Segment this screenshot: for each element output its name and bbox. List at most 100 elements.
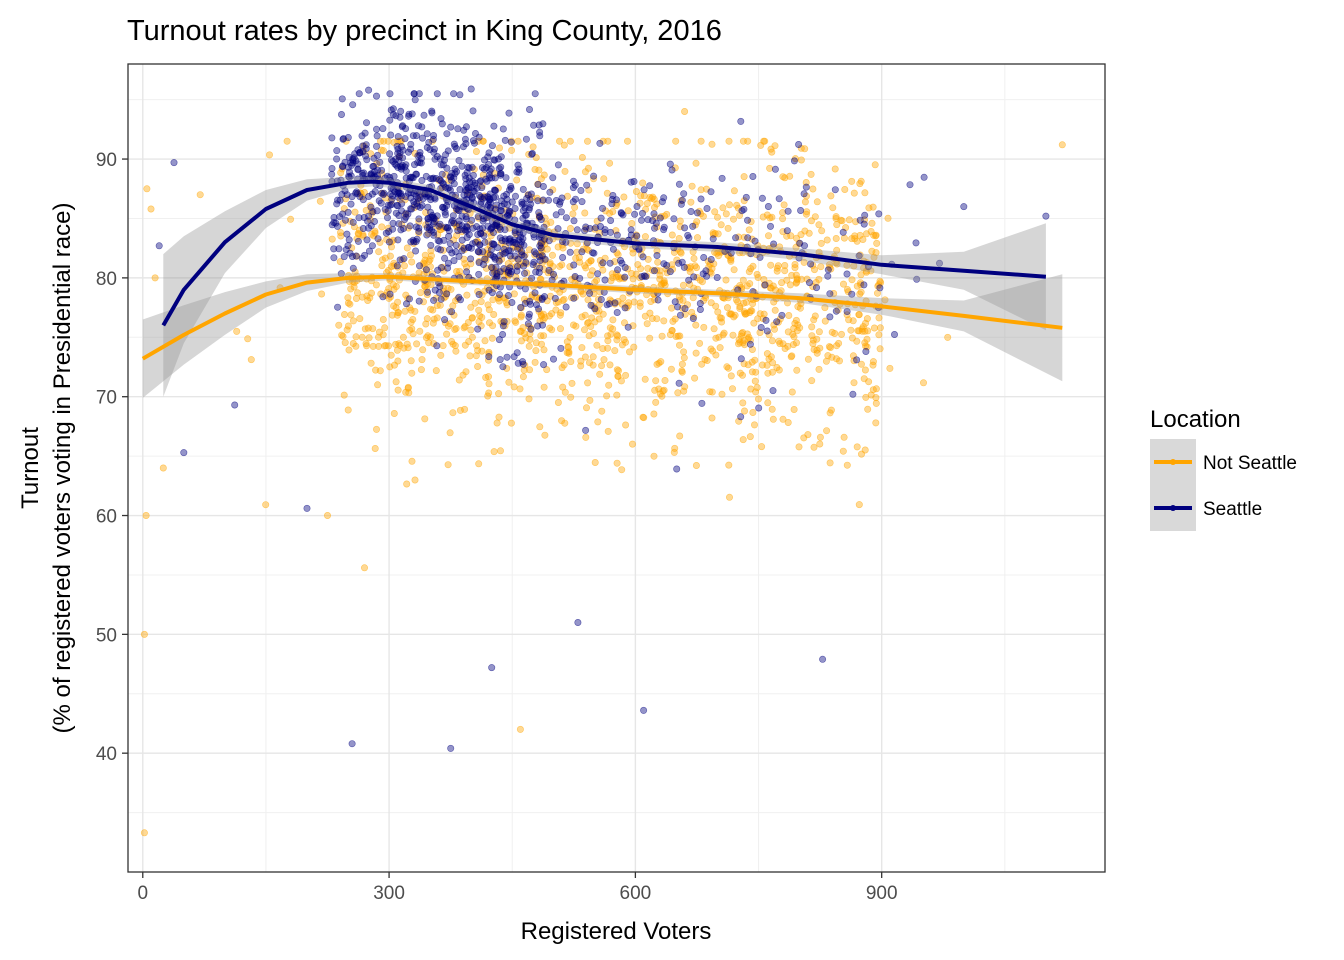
point-not-seattle — [582, 264, 590, 272]
point-seattle — [414, 195, 422, 203]
point-seattle — [518, 198, 526, 206]
point-not-seattle — [489, 296, 497, 304]
point-not-seattle — [356, 315, 364, 323]
point-seattle — [389, 111, 397, 119]
point-seattle — [562, 303, 570, 311]
point-not-seattle — [411, 307, 419, 315]
point-seattle — [538, 295, 546, 303]
point-not-seattle — [919, 379, 927, 387]
point-not-seattle — [822, 357, 830, 365]
point-not-seattle — [718, 390, 726, 398]
point-seattle — [501, 226, 509, 234]
point-seattle — [530, 258, 538, 266]
point-not-seattle — [613, 391, 621, 399]
point-seattle — [389, 105, 397, 113]
point-seattle — [685, 276, 693, 284]
point-not-seattle — [393, 311, 401, 319]
point-not-seattle — [360, 189, 368, 197]
point-not-seattle — [804, 431, 812, 439]
point-not-seattle — [418, 356, 426, 364]
point-seattle — [654, 296, 662, 304]
point-seattle — [410, 90, 418, 98]
point-seattle — [675, 180, 683, 188]
point-seattle — [762, 316, 770, 324]
point-seattle — [474, 231, 482, 239]
point-seattle — [862, 347, 870, 355]
point-not-seattle — [425, 257, 433, 265]
point-not-seattle — [399, 333, 407, 341]
point-not-seattle — [713, 249, 721, 257]
point-not-seattle — [516, 725, 524, 733]
point-seattle — [758, 194, 766, 202]
point-seattle — [520, 241, 528, 249]
point-not-seattle — [744, 361, 752, 369]
point-not-seattle — [637, 265, 645, 273]
point-not-seattle — [821, 317, 829, 325]
point-seattle — [749, 173, 757, 181]
point-not-seattle — [861, 189, 869, 197]
point-not-seattle — [680, 354, 688, 362]
point-seattle — [652, 219, 660, 227]
point-seattle — [528, 150, 536, 158]
point-not-seattle — [598, 407, 606, 415]
point-not-seattle — [712, 351, 720, 359]
point-not-seattle — [600, 356, 608, 364]
point-not-seattle — [484, 238, 492, 246]
point-not-seattle — [722, 276, 730, 284]
point-seattle — [339, 135, 347, 143]
point-seattle — [613, 308, 621, 316]
point-seattle — [488, 664, 496, 672]
point-not-seattle — [348, 244, 356, 252]
point-not-seattle — [701, 355, 709, 363]
point-seattle — [415, 90, 423, 98]
point-not-seattle — [676, 223, 684, 231]
point-not-seattle — [620, 193, 628, 201]
point-seattle — [345, 236, 353, 244]
point-seattle — [577, 187, 585, 195]
point-seattle — [526, 196, 534, 204]
point-not-seattle — [696, 339, 704, 347]
point-seattle — [663, 261, 671, 269]
point-seattle — [441, 254, 449, 262]
point-not-seattle — [857, 288, 865, 296]
point-seattle — [382, 229, 390, 237]
point-not-seattle — [869, 203, 877, 211]
point-not-seattle — [529, 143, 537, 151]
point-seattle — [609, 245, 617, 253]
point-not-seattle — [809, 340, 817, 348]
y-axis-title: Turnout — [17, 427, 44, 509]
point-not-seattle — [510, 383, 518, 391]
point-seattle — [535, 209, 543, 217]
point-seattle — [458, 162, 466, 170]
point-not-seattle — [567, 393, 575, 401]
point-not-seattle — [569, 210, 577, 218]
point-not-seattle — [554, 243, 562, 251]
point-seattle — [376, 158, 384, 166]
point-seattle — [488, 240, 496, 248]
point-not-seattle — [856, 231, 864, 239]
point-seattle — [450, 90, 458, 98]
point-not-seattle — [443, 330, 451, 338]
point-not-seattle — [816, 440, 824, 448]
point-not-seattle — [526, 366, 534, 374]
point-seattle — [459, 143, 467, 151]
point-seattle — [802, 183, 810, 191]
point-seattle — [569, 198, 577, 206]
point-seattle — [387, 156, 395, 164]
point-not-seattle — [771, 306, 779, 314]
point-seattle — [383, 214, 391, 222]
point-seattle — [444, 259, 452, 267]
point-not-seattle — [630, 298, 638, 306]
point-not-seattle — [581, 353, 589, 361]
point-seattle — [355, 214, 363, 222]
point-not-seattle — [728, 385, 736, 393]
point-seattle — [488, 289, 496, 297]
point-seattle — [349, 264, 357, 272]
point-not-seattle — [639, 413, 647, 421]
point-seattle — [349, 101, 357, 109]
point-not-seattle — [833, 246, 841, 254]
point-seattle — [507, 138, 515, 146]
point-seattle — [494, 155, 502, 163]
point-seattle — [751, 237, 759, 245]
point-seattle — [576, 274, 584, 282]
